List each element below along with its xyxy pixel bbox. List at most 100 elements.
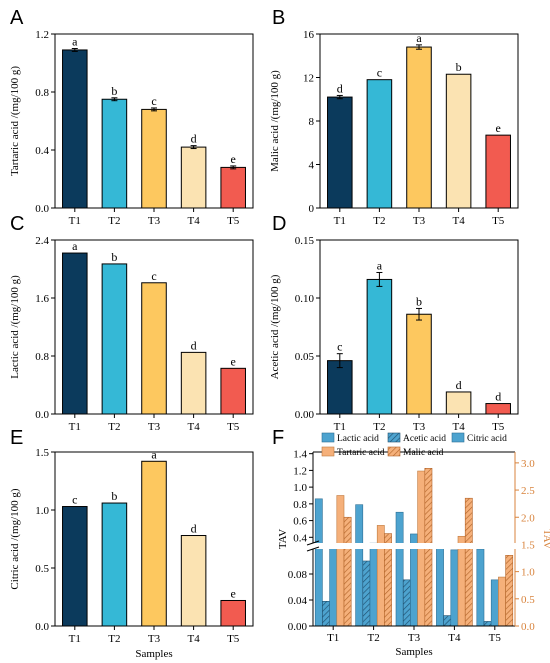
bar-t3 bbox=[141, 108, 167, 209]
significance-letter: d bbox=[337, 81, 343, 95]
significance-letter: c bbox=[337, 340, 342, 354]
significance-letter: c bbox=[151, 94, 156, 108]
y-tick-label: 0.5 bbox=[35, 563, 49, 575]
bar-malic-acid bbox=[343, 516, 352, 627]
bar-t2 bbox=[366, 79, 393, 209]
significance-letter: e bbox=[231, 152, 236, 166]
plot-frame bbox=[54, 451, 254, 627]
bar-t4 bbox=[180, 535, 207, 627]
bar-t2 bbox=[366, 278, 393, 415]
bar-t3 bbox=[406, 46, 432, 209]
bar-citric-acid bbox=[369, 542, 378, 627]
legend: Lactic acid Acetic acid Citric acid Tartari… bbox=[321, 432, 507, 458]
y-tick-label: 0.4 bbox=[293, 532, 307, 544]
y-tick-label: 1.6 bbox=[35, 293, 49, 305]
x-tick-label: T4 bbox=[452, 215, 465, 227]
bar-t4 bbox=[180, 351, 207, 415]
y-tick-label-right: 0.5 bbox=[521, 594, 535, 606]
y-tick-label: 0.8 bbox=[293, 499, 307, 511]
y-tick-label: 0.6 bbox=[293, 516, 307, 528]
bar-t1 bbox=[62, 252, 88, 415]
bar-t5 bbox=[485, 403, 511, 415]
bar-citric-acid bbox=[329, 543, 338, 627]
panel-label: A bbox=[10, 7, 24, 29]
y-axis-label: Citric acid /(mg/100 g) bbox=[9, 488, 21, 589]
y-tick-label: 1.2 bbox=[293, 465, 307, 477]
y-tick-label: 0.8 bbox=[35, 351, 49, 363]
significance-letter: e bbox=[496, 121, 501, 135]
bar-tartaric-acid bbox=[376, 525, 385, 627]
x-tick-label: T2 bbox=[108, 215, 120, 227]
bar-t1 bbox=[62, 49, 88, 209]
significance-letter: b bbox=[456, 60, 462, 74]
x-tick-label: T2 bbox=[373, 215, 385, 227]
y-axis-label-left: TAV bbox=[277, 529, 289, 549]
y-tick-label: 1.0 bbox=[293, 482, 307, 494]
significance-letter: d bbox=[456, 378, 462, 392]
x-tick-label: T3 bbox=[148, 215, 161, 227]
bar-t1 bbox=[327, 360, 353, 415]
y-tick-label: 0.0 bbox=[35, 203, 49, 215]
bar-malic-acid bbox=[464, 497, 473, 627]
significance-letter: b bbox=[111, 489, 117, 503]
legend-entry: Acetic acid bbox=[403, 434, 446, 444]
significance-letter: b bbox=[111, 250, 117, 264]
y-tick-label: 1.4 bbox=[293, 449, 307, 461]
y-axis-label: Tartaric acid /(mg/100 g) bbox=[9, 66, 21, 176]
x-tick-label: T1 bbox=[69, 215, 81, 227]
bar-tartaric-acid bbox=[336, 495, 345, 627]
x-tick-label: T1 bbox=[327, 632, 339, 644]
panel-label: E bbox=[10, 427, 23, 449]
x-tick-label: T4 bbox=[187, 215, 200, 227]
y-tick-label: 1.2 bbox=[35, 29, 49, 41]
significance-letter: e bbox=[231, 354, 236, 368]
y-tick-label: 16 bbox=[303, 29, 315, 41]
bar-t2 bbox=[101, 502, 128, 627]
bar-citric-acid bbox=[490, 579, 499, 627]
x-tick-label: T2 bbox=[108, 633, 120, 645]
y-tick-label: 0 bbox=[309, 203, 315, 215]
bar-citric-acid bbox=[450, 549, 459, 627]
significance-letter: c bbox=[377, 66, 382, 80]
legend-entry: Malic acid bbox=[403, 448, 444, 458]
x-tick-label: T4 bbox=[452, 421, 465, 433]
bar-acetic-acid bbox=[443, 615, 452, 627]
legend-swatch bbox=[387, 446, 401, 457]
significance-letter: c bbox=[72, 493, 77, 507]
legend-entry: Tartaric acid bbox=[337, 448, 385, 458]
x-tick-label: T2 bbox=[367, 632, 379, 644]
x-tick-label: T3 bbox=[413, 421, 426, 433]
y-tick-label: 0.05 bbox=[295, 351, 315, 363]
y-axis-label: Acetic acid /(mg/100 g) bbox=[269, 274, 281, 379]
x-tick-label: T5 bbox=[492, 215, 505, 227]
y-tick-label-right: 3.0 bbox=[521, 458, 535, 470]
y-axis-label: Malic acid /(mg/100 g) bbox=[269, 70, 281, 172]
bar-acetic-acid bbox=[402, 579, 411, 627]
significance-letter: e bbox=[231, 586, 236, 600]
y-tick-label: 0.0 bbox=[35, 409, 49, 421]
significance-letter: d bbox=[191, 338, 197, 352]
legend-swatch bbox=[451, 432, 465, 443]
bar-t2 bbox=[101, 98, 128, 209]
x-tick-label: T1 bbox=[69, 421, 81, 433]
x-tick-label: T5 bbox=[227, 421, 240, 433]
significance-letter: b bbox=[111, 84, 117, 98]
legend-swatch bbox=[321, 432, 335, 443]
significance-letter: a bbox=[377, 258, 383, 272]
bar-malic-acid bbox=[505, 555, 514, 627]
x-tick-label: T4 bbox=[448, 632, 461, 644]
x-tick-label: T4 bbox=[187, 421, 200, 433]
axis-break-mark bbox=[306, 546, 320, 552]
panel-b: Bd T1 c T2 a T3 b T4 e T5 0 4 8 12 16 Malic acid /(mg/1… bbox=[269, 7, 519, 227]
bar-t3 bbox=[141, 282, 167, 415]
bar-t4 bbox=[445, 73, 472, 209]
x-tick-label: T5 bbox=[489, 632, 502, 644]
significance-letter: a bbox=[72, 35, 78, 49]
significance-letter: b bbox=[416, 294, 422, 308]
y-tick-label-right: 0.0 bbox=[521, 621, 535, 633]
panel-label: D bbox=[272, 213, 286, 235]
y-tick-label: 0.15 bbox=[295, 235, 315, 247]
bar-t1 bbox=[327, 96, 353, 209]
x-tick-label: T1 bbox=[69, 633, 81, 645]
y-tick-label: 0.04 bbox=[288, 595, 308, 607]
